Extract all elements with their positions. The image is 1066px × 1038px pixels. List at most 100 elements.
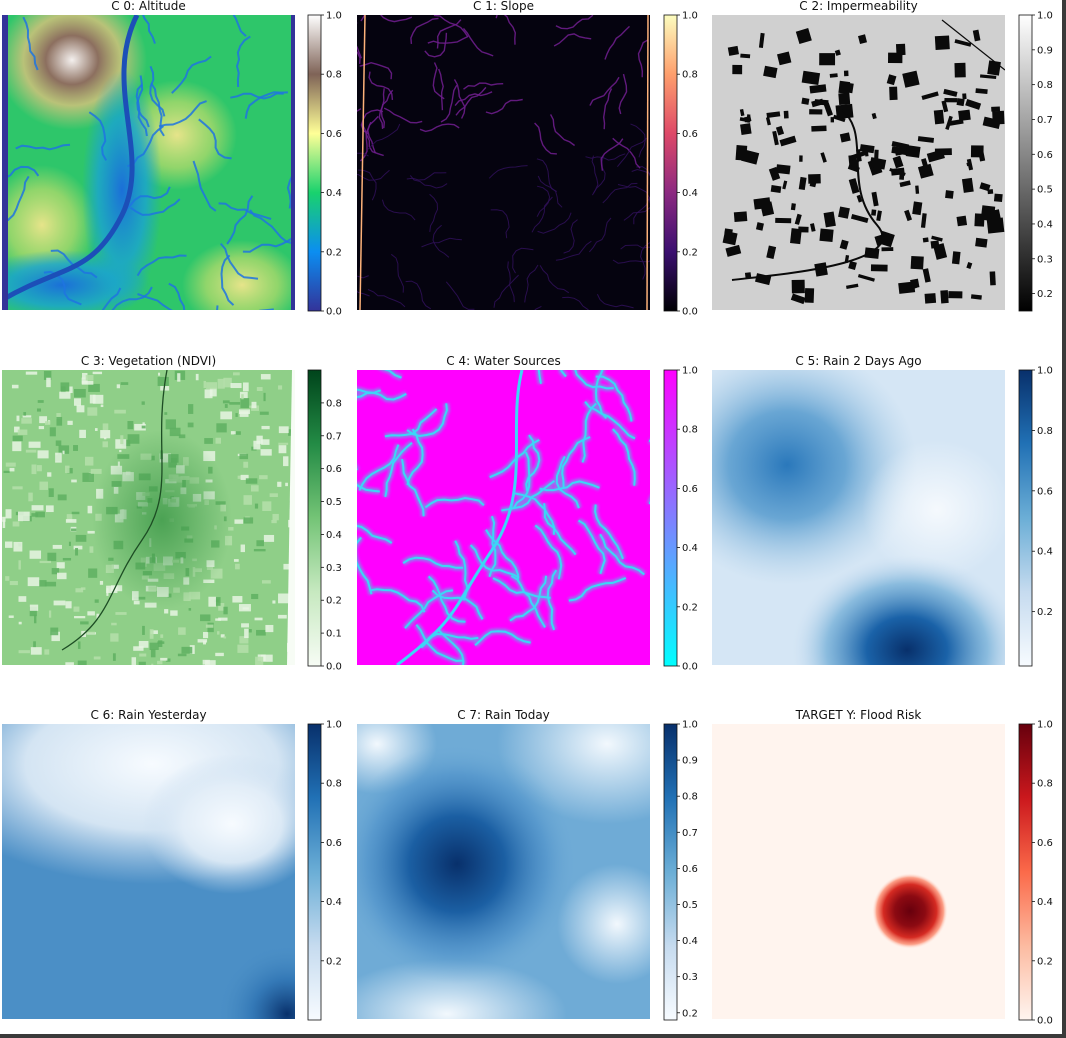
- vegetation-patch: [18, 650, 30, 654]
- urban-patch: [790, 228, 802, 245]
- urban-patch: [921, 91, 939, 101]
- vegetation-patch: [232, 596, 243, 603]
- vegetation-patch: [37, 450, 49, 459]
- urban-patch: [934, 148, 952, 156]
- slope-ridge: [555, 240, 592, 261]
- water-source: [402, 556, 464, 569]
- heatmap-image: [357, 15, 650, 310]
- colorbar-tick-label: 0.4: [682, 188, 698, 199]
- urban-patch: [770, 185, 782, 194]
- urban-patch: [834, 49, 841, 56]
- urban-patch: [944, 97, 958, 103]
- colorbar-tick-label: 1.0: [1037, 11, 1053, 22]
- water-source: [568, 577, 627, 602]
- slope-ridge: [381, 199, 416, 221]
- rain-gap: [142, 754, 295, 894]
- vegetation-patch: [34, 614, 37, 624]
- water-source: [424, 496, 485, 509]
- vegetation-patch: [74, 388, 86, 398]
- urban-patch: [758, 32, 765, 48]
- water-source: [357, 389, 382, 399]
- slope-ridge: [390, 253, 404, 293]
- urban-patch: [839, 132, 851, 143]
- vegetation-patch: [269, 493, 278, 498]
- stream-line: [88, 111, 108, 161]
- stream-line: [2, 164, 3, 166]
- panel-title: C 0: Altitude: [111, 0, 186, 13]
- water-source: [427, 575, 466, 623]
- colorbar-tick-label: 0.2: [1037, 607, 1053, 618]
- vegetation-patch: [239, 636, 249, 644]
- slope-ridge: [507, 261, 515, 303]
- vegetation-patch: [67, 468, 73, 474]
- vegetation-patch: [237, 644, 249, 653]
- vegetation-patch: [31, 464, 37, 475]
- urban-patch: [920, 213, 927, 228]
- vegetation-patch: [127, 421, 134, 430]
- vegetation-patch: [215, 652, 224, 657]
- urban-patch: [819, 53, 836, 66]
- water-source: [469, 544, 520, 579]
- urban-patch: [722, 230, 738, 246]
- vegetation-patch: [49, 427, 56, 437]
- vegetation-patch: [205, 624, 214, 628]
- vegetation-patch: [114, 409, 126, 414]
- slope-ridge: [463, 82, 504, 90]
- vegetation-patch: [234, 431, 241, 435]
- urban-patch: [804, 288, 815, 303]
- urban-patch: [992, 110, 1005, 125]
- vegetation-patch: [76, 405, 85, 413]
- vegetation-patch: [5, 509, 12, 519]
- urban-patch: [783, 110, 789, 119]
- vegetation-patch: [245, 478, 258, 484]
- vegetation-patch: [51, 631, 60, 642]
- colorbar-tick-label: 0.4: [326, 897, 342, 908]
- stream-line: [150, 82, 165, 137]
- urban-patch: [859, 144, 875, 154]
- urban-patch: [934, 35, 950, 50]
- urban-patch: [857, 273, 875, 282]
- slope-ridge: [631, 168, 650, 175]
- urban-patch: [846, 283, 859, 289]
- slope-ridge: [357, 169, 390, 181]
- slope-ridge: [367, 289, 406, 308]
- vegetation-patch: [85, 375, 94, 381]
- vegetation-patch: [96, 613, 100, 619]
- colorbar-tick-label: 1.0: [682, 11, 698, 22]
- vegetation-patch: [51, 568, 60, 575]
- colorbar-tick-label: 0.2: [1037, 956, 1053, 967]
- vegetation-patch: [65, 465, 70, 474]
- water-source: [577, 519, 606, 575]
- vegetation-patch: [272, 513, 279, 521]
- urban-patch: [905, 145, 921, 158]
- urban-patch: [989, 271, 996, 286]
- vegetation-patch: [232, 372, 240, 376]
- colorbar: [1018, 14, 1033, 312]
- urban-patch: [755, 222, 764, 231]
- vegetation-patch: [141, 401, 145, 405]
- slope-ridge: [493, 274, 519, 308]
- urban-patch: [766, 111, 781, 119]
- urban-patch: [881, 247, 894, 252]
- vegetation-patch: [160, 634, 164, 638]
- vegetation-patch: [36, 408, 42, 412]
- vegetation-patch: [5, 576, 10, 581]
- colorbar: [663, 369, 678, 667]
- slope-ridge: [432, 224, 450, 258]
- water-source: [581, 402, 597, 463]
- stream-line: [230, 92, 284, 100]
- slope-ridge: [562, 296, 589, 310]
- vegetation-patch: [248, 629, 252, 633]
- urban-patch: [823, 211, 836, 228]
- vegetation-patch: [25, 371, 38, 375]
- urban-patch: [991, 106, 1001, 112]
- slope-ridge: [427, 35, 469, 44]
- vegetation-patch: [79, 429, 86, 439]
- heatmap-image: [712, 15, 1005, 310]
- colorbar-tick-label: 0.8: [1037, 779, 1053, 790]
- colorbar-tick-label: 0.4: [682, 543, 698, 554]
- vegetation-patch: [200, 614, 211, 622]
- urban-patch: [987, 60, 1001, 76]
- colorbar-tick-label: 0.8: [326, 779, 342, 790]
- vegetation-patch: [205, 660, 209, 664]
